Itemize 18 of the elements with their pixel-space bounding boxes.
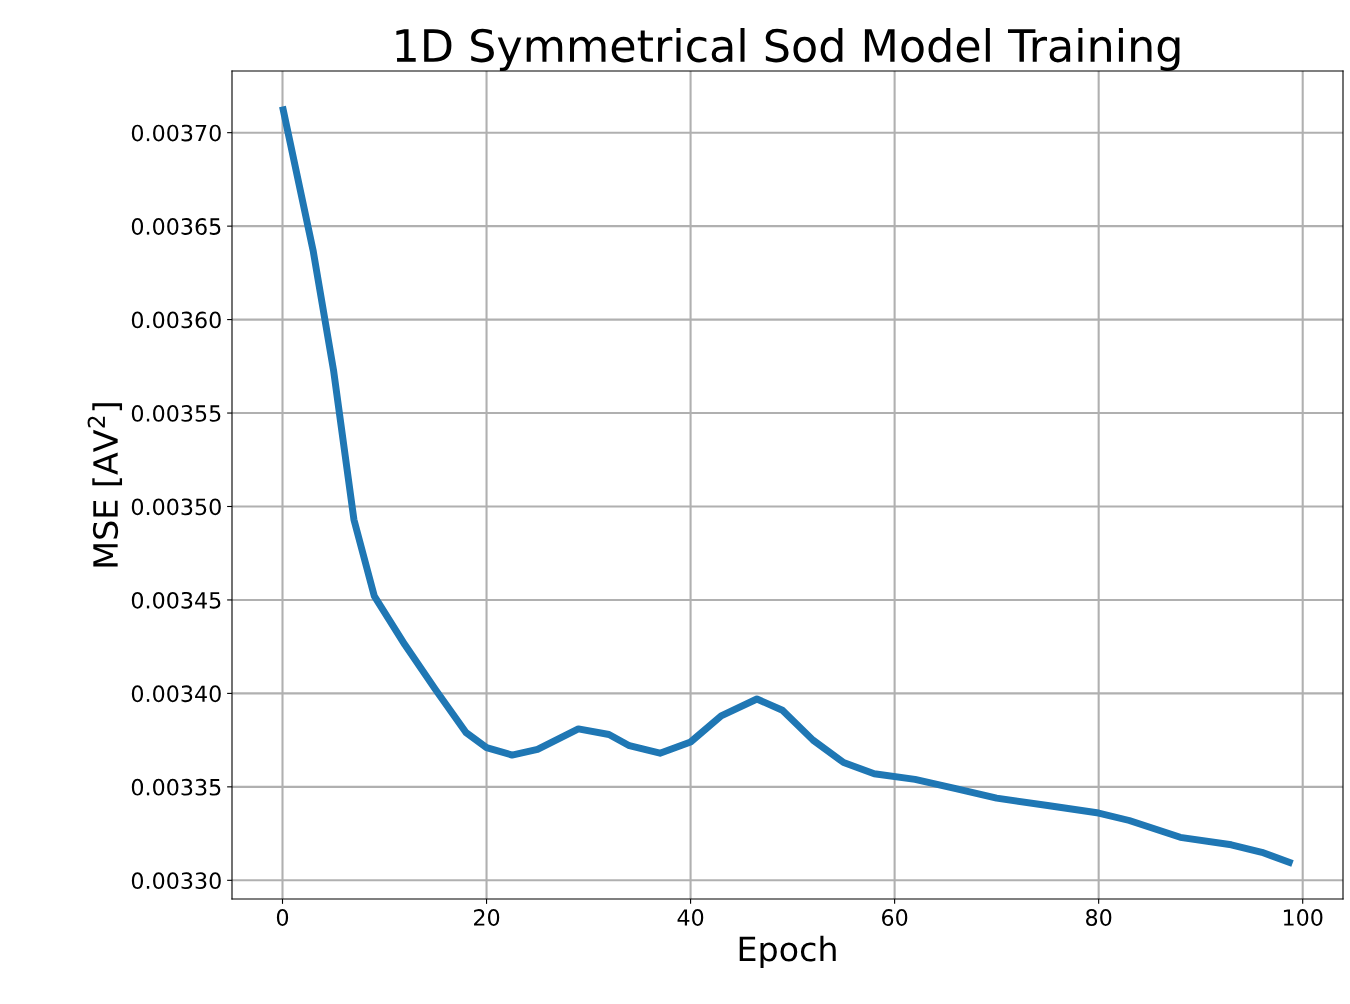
y-tick-label: 0.00355 bbox=[131, 404, 221, 422]
y-axis-title: MSE [AV$^{2}$] bbox=[87, 403, 123, 567]
y-tick-label: 0.00345 bbox=[131, 591, 221, 609]
y-tick-label: 0.00335 bbox=[131, 778, 221, 796]
y-tick-label: 0.00340 bbox=[131, 685, 221, 703]
x-axis-title: Epoch bbox=[739, 935, 836, 969]
y-tick-label: 0.00350 bbox=[131, 498, 221, 516]
y-tick-label: 0.00365 bbox=[131, 218, 221, 235]
x-tick-label: 100 bbox=[1283, 909, 1323, 926]
x-tick-label: 20 bbox=[474, 909, 500, 926]
x-tick-label: 80 bbox=[1086, 909, 1112, 926]
y-tick-label: 0.00370 bbox=[131, 124, 221, 142]
x-tick-label: 60 bbox=[882, 909, 908, 926]
y-tick-label: 0.00360 bbox=[131, 311, 221, 329]
x-tick-label: 40 bbox=[677, 909, 704, 926]
x-tick-label: 0 bbox=[276, 909, 289, 926]
y-tick-label: 0.00330 bbox=[131, 872, 221, 890]
chart-title: 1D Symmetrical Sod Model Training bbox=[396, 27, 1180, 71]
